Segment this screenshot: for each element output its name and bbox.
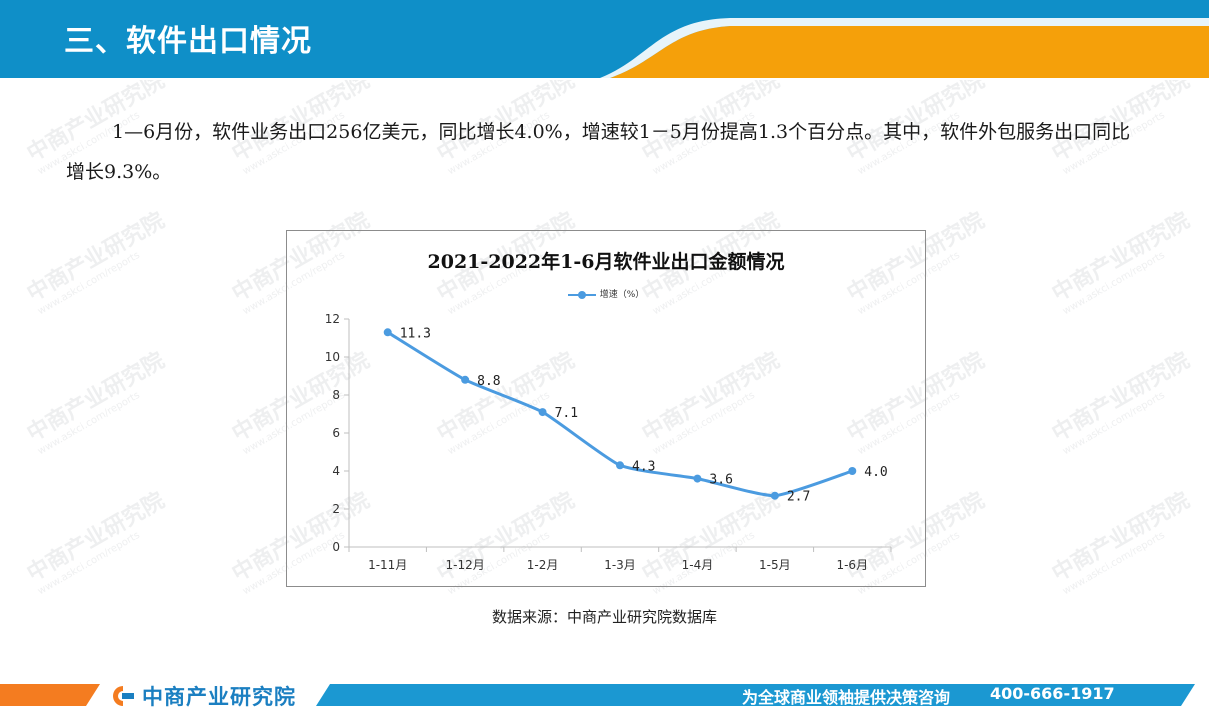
footer-phone: 400-666-1917 [990, 684, 1115, 703]
data-point [848, 467, 857, 475]
footer-bar [0, 680, 1209, 718]
y-tick-label: 8 [332, 388, 340, 402]
watermark-text: 中商产业研究院 [23, 208, 169, 307]
data-point [538, 408, 547, 417]
data-label: 4.3 [632, 459, 655, 474]
data-source: 数据来源：中商产业研究院数据库 [491, 608, 717, 626]
watermark-text: 中商产业研究院 [1048, 208, 1194, 307]
y-tick-label: 12 [325, 312, 340, 326]
x-tick-label: 1-12月 [446, 558, 485, 572]
summary-text: 1—6月份，软件业务出口256亿美元，同比增长4.0%，增速较1－5月份提高1.… [66, 121, 1131, 183]
x-tick-label: 1-4月 [682, 558, 714, 572]
watermark-url: www.askci.com/reports [36, 249, 142, 318]
data-label: 8.8 [477, 374, 500, 389]
data-label: 4.0 [864, 465, 887, 480]
watermark-text: 中商产业研究院 [23, 348, 169, 447]
watermark-text: 中商产业研究院 [1048, 348, 1194, 447]
logo-icon [113, 686, 134, 706]
watermark-text: 中商产业研究院 [23, 488, 169, 587]
x-tick-label: 1-2月 [527, 558, 559, 572]
y-tick-label: 4 [332, 464, 340, 478]
watermark-url: www.askci.com/reports [36, 529, 142, 598]
watermark-url: www.askci.com/reports [1061, 249, 1167, 318]
footer-background [0, 684, 1195, 706]
chart-legend: 增速（%） [287, 287, 925, 300]
series-line [386, 330, 854, 498]
data-label: 11.3 [400, 326, 431, 341]
data-point [383, 328, 392, 337]
logo-text: 中商产业研究院 [142, 685, 296, 709]
x-tick-label: 1-6月 [836, 558, 868, 572]
data-point [461, 375, 470, 384]
watermark: 中商产业研究院 www.askci.com/reports [20, 203, 175, 317]
header-background [0, 0, 1209, 78]
data-point [616, 461, 624, 470]
x-tick-label: 1-11月 [368, 558, 407, 572]
data-label: 3.6 [709, 473, 732, 488]
data-label: 7.1 [555, 406, 578, 421]
line-chart: 0 2 4 6 8 10 12 1-11月 1-12月 1-2月 1-3月 1-4月 1-5月 1-6月 1… [325, 312, 892, 572]
legend-label: 增速（%） [599, 290, 645, 300]
x-tick-label: 1-5月 [759, 558, 791, 572]
y-tick-label: 6 [332, 426, 340, 440]
footer-slogan: 为全球商业领袖提供决策咨询 [742, 688, 951, 707]
data-point [770, 491, 779, 500]
data-point [693, 474, 702, 483]
footer-logo: 中商产业研究院 [110, 684, 296, 709]
page-title: 三、软件出口情况 [64, 24, 312, 59]
chart-title: 2021-2022年1-6月软件业出口金额情况 [427, 251, 785, 273]
watermark-url: www.askci.com/reports [1061, 389, 1167, 458]
watermark-url: www.askci.com/reports [36, 389, 142, 458]
watermark: 中商产业研究院 www.askci.com/reports [20, 483, 175, 597]
data-label: 2.7 [787, 490, 810, 505]
y-tick-label: 10 [325, 350, 340, 364]
watermark: 中商产业研究院 www.askci.com/reports [1045, 203, 1200, 317]
watermark: 中商产业研究院 www.askci.com/reports [1045, 343, 1200, 457]
summary-paragraph: 1—6月份，软件业务出口256亿美元，同比增长4.0%，增速较1－5月份提高1.… [66, 112, 1146, 192]
y-tick-label: 2 [332, 502, 340, 516]
x-tick-label: 1-3月 [604, 558, 636, 572]
legend-line-icon [567, 290, 596, 300]
watermark-url: www.askci.com/reports [1061, 529, 1167, 598]
watermark: 中商产业研究院 www.askci.com/reports [20, 343, 175, 457]
y-tick-label: 0 [332, 540, 340, 554]
watermark-text: 中商产业研究院 [1048, 488, 1194, 587]
header-banner: 三、软件出口情况 [0, 0, 1209, 80]
chart-frame: 2021-2022年1-6月软件业出口金额情况 增速（%） 0 2 4 6 8 10 12 1… [286, 230, 926, 587]
watermark: 中商产业研究院 www.askci.com/reports [1045, 483, 1200, 597]
